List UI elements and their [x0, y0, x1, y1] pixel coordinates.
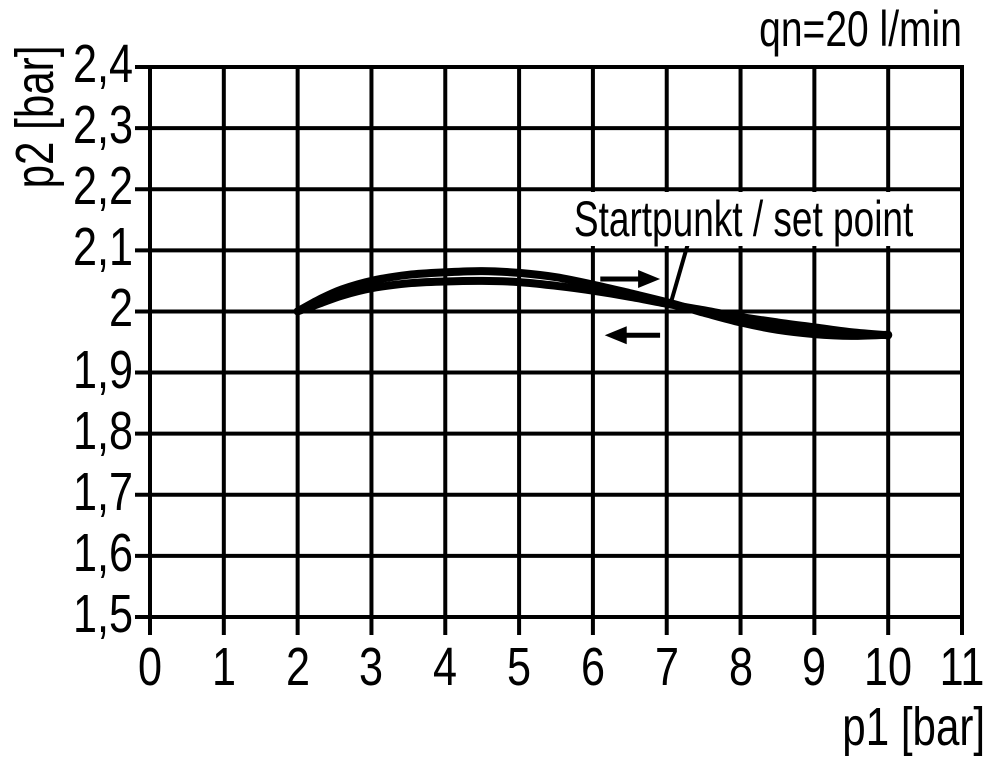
y-tick-label: 2,2 [72, 156, 133, 217]
x-tick-label: 7 [654, 637, 679, 697]
curve-branch-rising [293, 267, 893, 340]
x-tick-label: 8 [728, 637, 753, 697]
y-tick-label: 2,4 [72, 34, 133, 94]
y-tick-label: 2,1 [72, 217, 133, 278]
x-tick-label: 0 [137, 637, 163, 697]
y-tick-label: 2,3 [72, 95, 133, 156]
x-tick-label: 10 [864, 637, 913, 697]
y-tick-label: 1,5 [72, 584, 133, 644]
y-tick-label: 1,7 [72, 461, 133, 522]
x-tick-label: 5 [507, 637, 532, 697]
x-tick-label: 9 [802, 637, 827, 697]
y-tick-label: 1,8 [72, 400, 133, 461]
y-tick-label: 2 [108, 278, 133, 339]
set-point-annotation: Startpunkt / set point [568, 192, 920, 246]
arrow-left-head [604, 326, 627, 345]
y-tick-label: 1,6 [72, 522, 133, 583]
flow-rate-annotation: qn=20 l/min [759, 1, 962, 57]
x-tick-label: 1 [211, 637, 236, 697]
x-tick-label: 11 [939, 637, 985, 697]
x-axis-title: p1 [bar] [842, 697, 985, 757]
curve-branch-return [293, 276, 893, 340]
x-tick-label: 2 [285, 637, 310, 697]
x-tick-label: 3 [359, 637, 384, 697]
y-tick-label: 1,9 [72, 339, 133, 400]
x-tick-label: 6 [580, 637, 605, 697]
set-point-leader-line [669, 242, 691, 303]
arrow-right-head [638, 270, 661, 289]
x-tick-label: 4 [433, 637, 458, 697]
